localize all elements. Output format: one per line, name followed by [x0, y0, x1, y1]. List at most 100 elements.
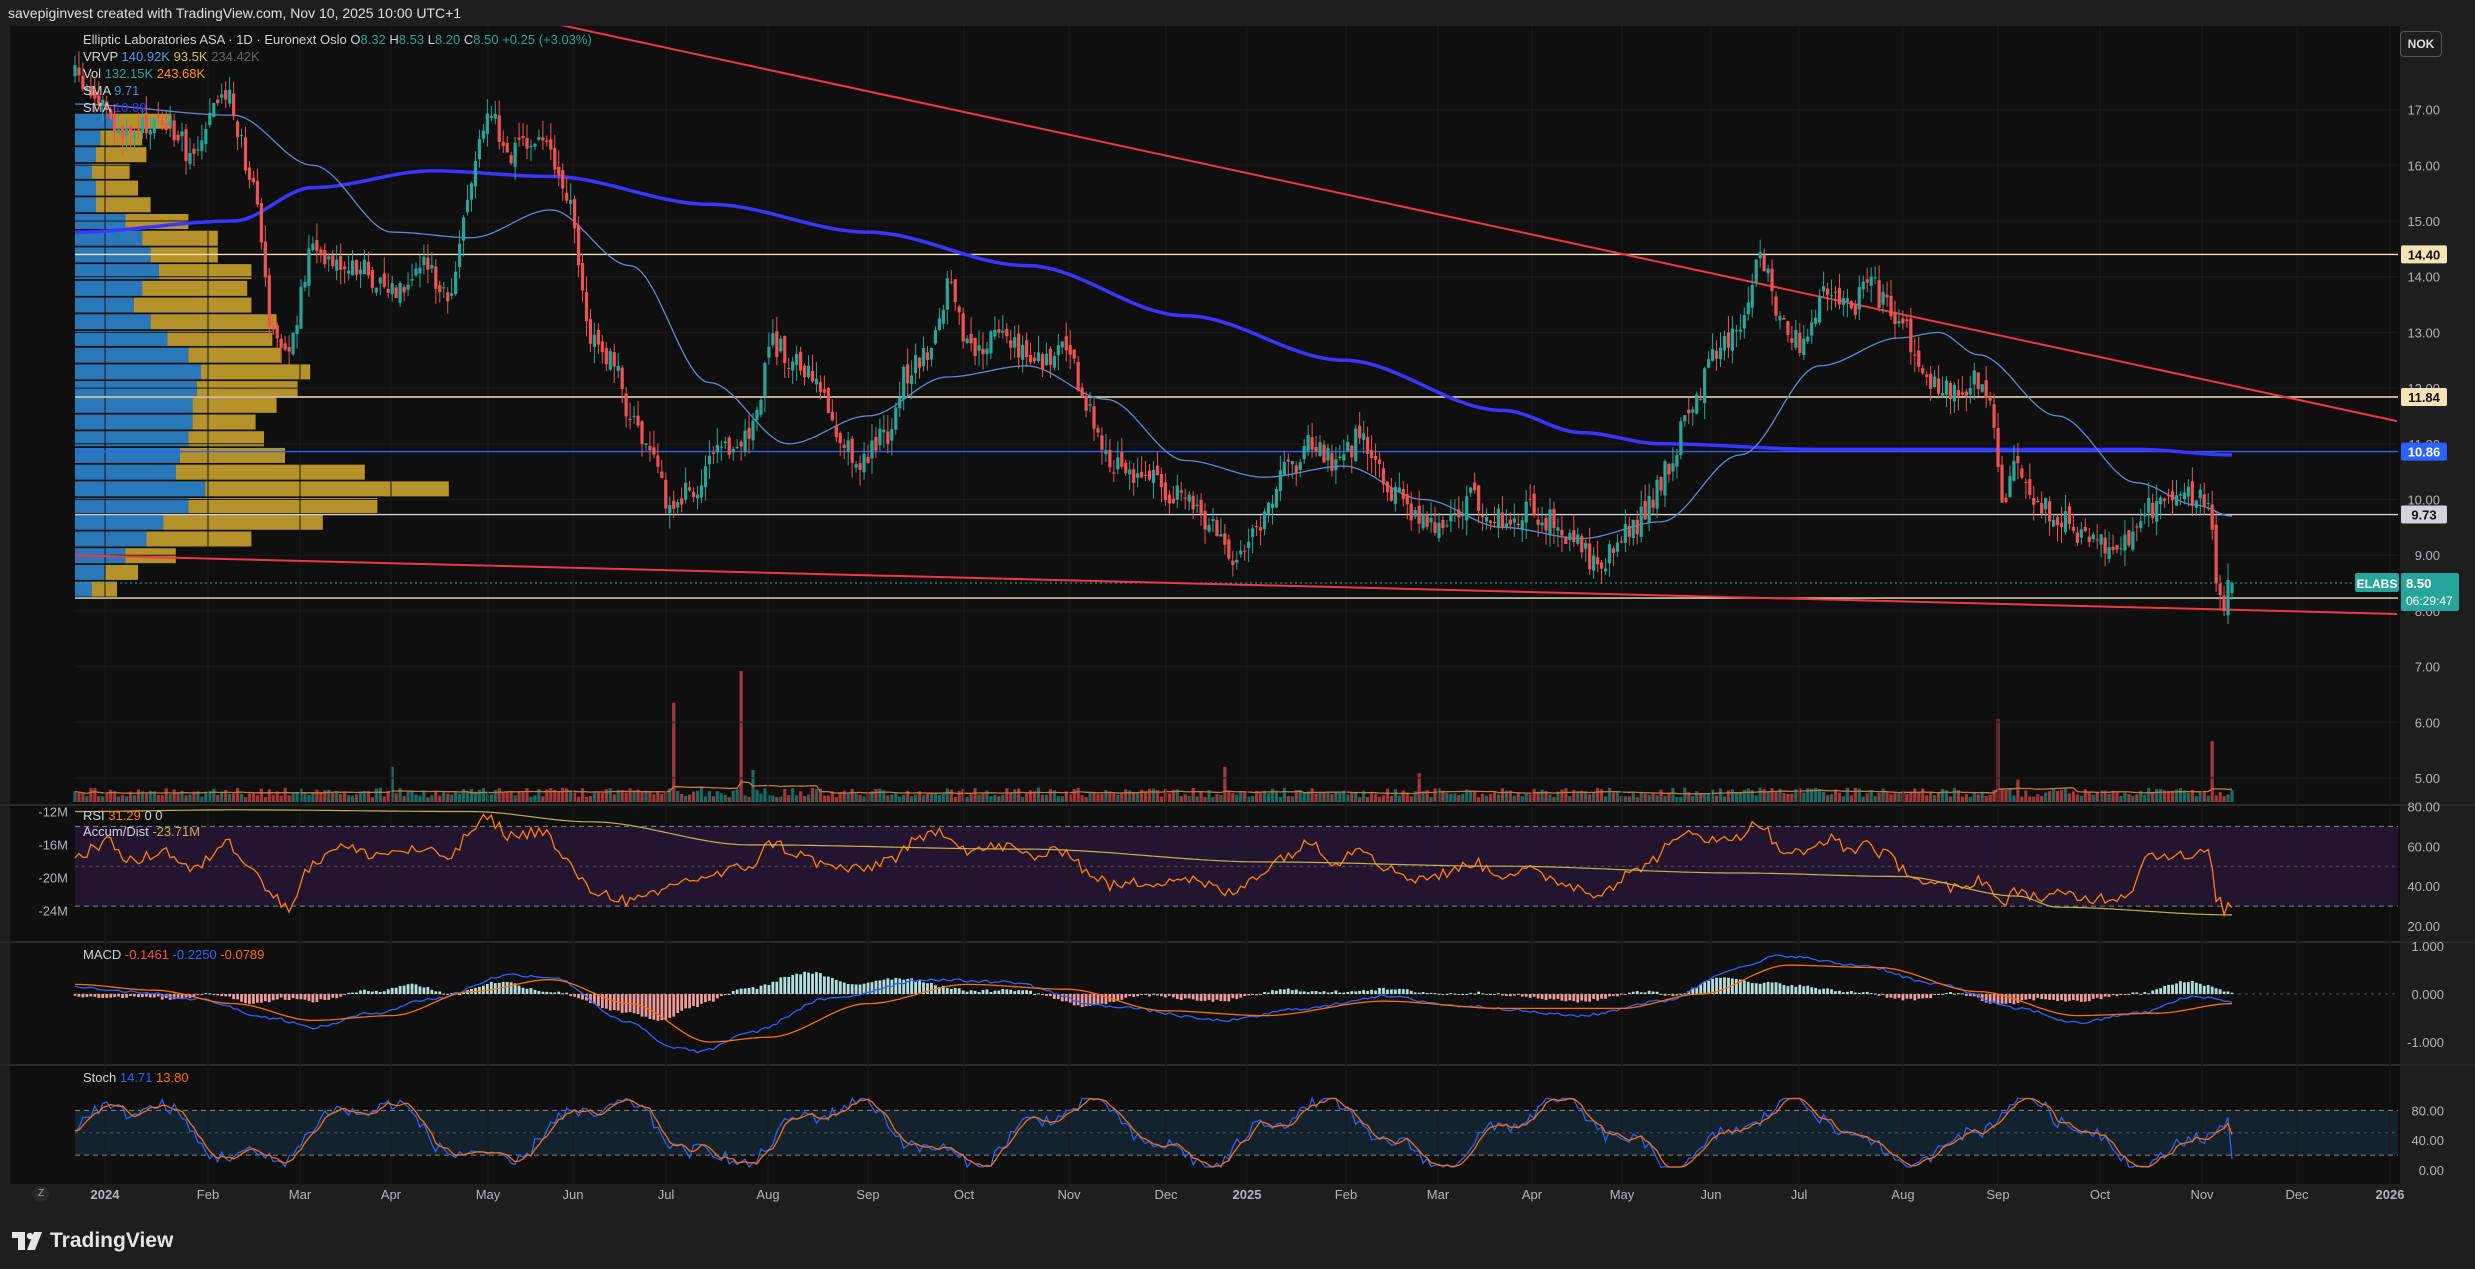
- macd-histogram-bar: [1635, 991, 1639, 994]
- volume-bar: [1992, 789, 1996, 802]
- volume-bar: [925, 792, 930, 802]
- descending-resistance-trendline[interactable]: [75, 26, 2398, 423]
- macd-histogram-bar: [589, 994, 592, 1004]
- candle-body: [1655, 479, 1659, 509]
- volume-bar: [1088, 792, 1092, 802]
- candle-body: [1151, 469, 1156, 484]
- candle-body: [1873, 277, 1877, 279]
- time-tick-label: Feb: [1335, 1187, 1357, 1202]
- volume-bar: [1560, 789, 1564, 802]
- time-tick-label: Oct: [954, 1187, 975, 1202]
- candle-body: [1722, 336, 1727, 351]
- volume-bar: [1750, 790, 1754, 802]
- vp-bar-up: [75, 531, 147, 547]
- candle-body: [1564, 537, 1568, 544]
- volume-bar: [569, 791, 573, 802]
- macd-histogram-bar: [715, 994, 719, 999]
- volume-bar: [1746, 788, 1750, 802]
- volume-bar: [691, 791, 696, 802]
- macd-histogram-bar: [442, 993, 446, 995]
- macd-histogram-bar: [787, 976, 791, 994]
- vp-bar-up: [75, 180, 96, 196]
- candle-body: [1929, 373, 1933, 389]
- candle-body: [2151, 502, 2155, 519]
- macd-histogram-bar: [1663, 994, 1667, 996]
- candle-body: [89, 85, 93, 97]
- level-price-text: 11.84: [2408, 390, 2441, 405]
- volume-bar: [454, 792, 458, 802]
- macd-histogram-bar: [374, 990, 378, 994]
- candle-body: [1389, 487, 1394, 501]
- candle-body: [846, 440, 850, 452]
- macd-pane-background[interactable]: [10, 943, 2400, 1064]
- vp-bar-down: [91, 163, 130, 179]
- macd-histogram-bar: [2210, 986, 2214, 994]
- volume-bar: [1405, 794, 1409, 802]
- horizontal-levels[interactable]: [75, 253, 2398, 599]
- legend-macd-part: -0.2250: [173, 947, 221, 962]
- trendlines[interactable]: [74, 26, 2398, 615]
- candle-body: [1798, 332, 1802, 353]
- volume-bar: [886, 795, 890, 802]
- candle-body: [1766, 268, 1770, 274]
- volume-bar: [933, 793, 938, 802]
- macd-histogram-bar: [1822, 988, 1825, 994]
- macd-histogram-bar: [315, 994, 319, 1002]
- zoom-reset-button[interactable]: Z: [33, 1186, 49, 1202]
- candle-body: [398, 282, 402, 303]
- volume-bar: [461, 789, 466, 802]
- candle-body: [2202, 494, 2206, 508]
- macd-histogram-bar: [101, 994, 105, 998]
- macd-histogram-bar: [1390, 989, 1393, 994]
- volume-bar: [1508, 790, 1512, 802]
- price-pane-background[interactable]: [10, 26, 2400, 804]
- volume-bar: [1679, 796, 1683, 802]
- volume-bar: [906, 790, 910, 802]
- volume-bar: [2178, 788, 2183, 802]
- candle-body: [1258, 527, 1263, 531]
- macd-histogram-bar: [1750, 983, 1754, 994]
- candle-body: [572, 199, 577, 229]
- currency-button[interactable]: NOK: [2400, 31, 2442, 57]
- candle-body: [723, 441, 727, 444]
- volume-bar: [1794, 789, 1798, 802]
- macd-histogram-bar: [279, 994, 283, 998]
- macd-histogram-bar: [1156, 994, 1159, 996]
- volume-bar: [271, 794, 275, 802]
- candle-body: [1239, 550, 1243, 555]
- legend-sma-slow: SMA 10.89: [83, 100, 147, 115]
- macd-histogram-bar: [113, 994, 117, 998]
- candle-body: [1933, 376, 1937, 387]
- volume-bar: [2155, 789, 2159, 802]
- volume-bar: [473, 791, 478, 802]
- candle-body: [1314, 446, 1318, 452]
- volume-bar: [1940, 788, 1945, 802]
- volume-bar: [1171, 789, 1175, 802]
- candle-body: [1369, 450, 1374, 458]
- vp-bar-down: [201, 364, 311, 380]
- candle-body: [2008, 476, 2012, 498]
- time-axis[interactable]: 2024 Feb Mar Apr May Jun Jul Aug Sep Oct Nov Dec 202…: [91, 1187, 2405, 1202]
- candle-body: [259, 203, 263, 243]
- legend-stoch-part: 14.71: [120, 1070, 156, 1085]
- macd-histogram-bar: [2115, 994, 2119, 997]
- candle-body: [132, 134, 137, 139]
- macd-histogram-bar: [2198, 983, 2202, 994]
- volume-bar: [85, 795, 89, 802]
- trading-chart[interactable]: 17.0016.0015.0014.0013.0012.0011.0010.00…: [0, 26, 2475, 1210]
- volume-bar: [1556, 791, 1560, 802]
- volume-bar: [2166, 790, 2171, 802]
- volume-bar: [1373, 794, 1378, 802]
- volume-bar: [493, 789, 497, 802]
- vp-bar-up: [75, 498, 189, 514]
- macd-histogram-bar: [1508, 994, 1512, 997]
- macd-histogram-bar: [1671, 994, 1675, 997]
- candle-body: [731, 448, 735, 453]
- time-tick-label: 2025: [1233, 1187, 1262, 1202]
- tradingview-logo[interactable]: TradingView: [12, 1228, 173, 1254]
- volume-bar: [957, 791, 961, 802]
- volume-bar: [2059, 789, 2064, 802]
- volume-bar: [319, 793, 323, 802]
- descending-support-trendline[interactable]: [74, 554, 2398, 615]
- macd-histogram-bar: [1362, 989, 1366, 994]
